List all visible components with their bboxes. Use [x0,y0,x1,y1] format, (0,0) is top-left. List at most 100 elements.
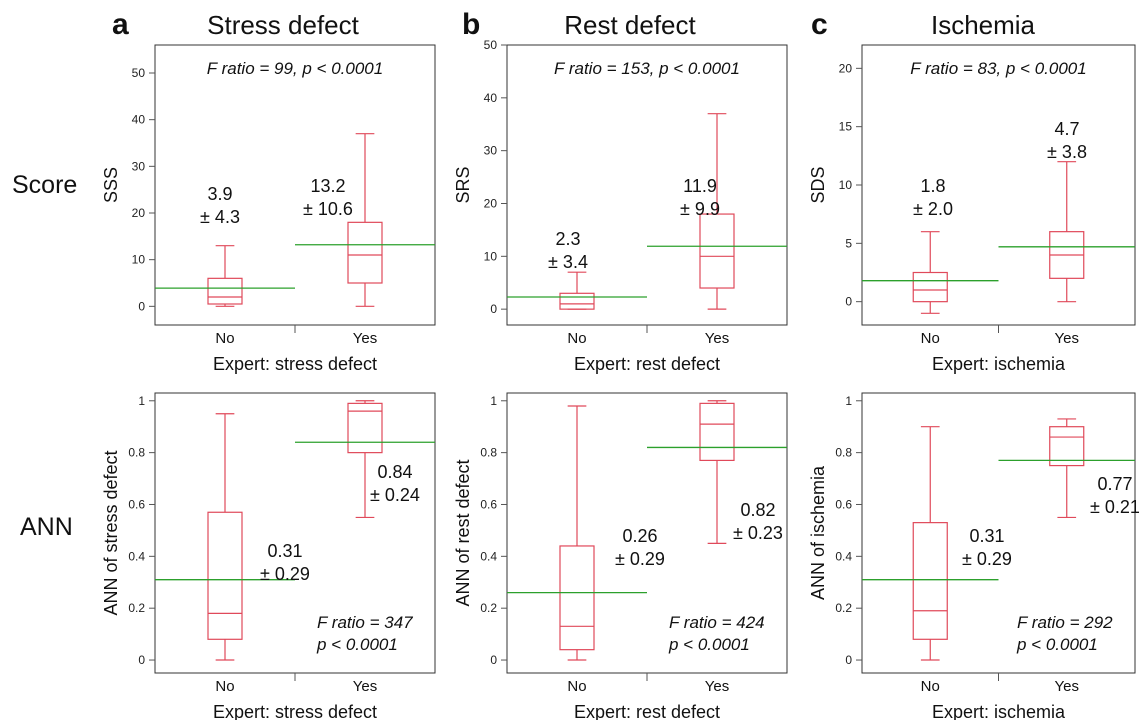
y-tick-label: 50 [484,38,498,52]
x-axis-label: Expert: stress defect [213,702,377,720]
box-no [559,271,595,310]
f-ratio-label: F ratio = 83, p < 0.0001 [910,59,1086,78]
y-tick-label: 40 [484,91,498,105]
chart-ann-ischemia: 0 0.2 0.4 0.6 0.8 1 ANN of ischemia No Yes Expert… [808,392,1140,722]
box-yes [699,113,735,310]
y-tick-label: 0 [490,653,497,667]
plot-frame [506,44,788,326]
x-tick-label-no: No [215,330,234,347]
x-tick-label-yes: Yes [353,330,377,347]
sd-value-label: ± 3.8 [1047,142,1087,162]
x-tick-label-yes: Yes [1055,330,1079,347]
y-tick-label: 0.2 [128,601,145,615]
y-tick-label: 0 [845,653,852,667]
y-tick-label: 0.4 [128,549,145,563]
interquartile-box [699,213,735,289]
y-tick-label: 0 [138,299,145,313]
mean-value-label: 0.84 [377,462,412,482]
mean-value-label: 3.9 [207,184,232,204]
chart-ann-rest: 0 0.2 0.4 0.6 0.8 1 ANN of rest defect No Yes Exp… [453,392,788,722]
column-title-stress-defect: Stress defect [207,10,360,40]
box-yes [699,400,735,544]
mean-value-label: 0.82 [740,500,775,520]
y-axis-label: ANN of rest defect [453,459,473,606]
y-tick-label: 0.2 [480,601,497,615]
mean-value-label: 0.26 [622,526,657,546]
sd-value-label: ± 0.21 [1090,497,1140,517]
mean-value-label: 1.8 [920,176,945,196]
box-yes [347,133,383,307]
y-tick-label: 15 [839,120,853,134]
y-tick-label: 0.4 [835,549,852,563]
x-tick-label-no: No [215,678,234,695]
sd-value-label: ± 3.4 [548,252,588,272]
y-tick-label: 30 [132,159,146,173]
interquartile-box [207,277,243,305]
x-tick-label-no: No [567,330,586,347]
y-axis-label: SSS [101,167,121,203]
chart-ann-stress: 0 0.2 0.4 0.6 0.8 1 ANN of stress defect No Yes E… [101,392,436,722]
y-tick-label: 1 [490,394,497,408]
interquartile-box [347,221,383,284]
box-no [559,405,595,661]
y-tick-label: 0.4 [480,549,497,563]
chart-score-stress: 0 10 20 30 40 50 SSS No Yes Expert: stress defect… [101,44,436,374]
sd-value-label: ± 0.23 [733,523,783,543]
y-tick-label: 20 [484,196,498,210]
y-axis-label: ANN of ischemia [808,465,828,600]
sd-value-label: ± 2.0 [913,199,953,219]
y-tick-label: 20 [839,61,853,75]
box-no [207,245,243,307]
column-title-ischemia: Ischemia [931,10,1036,40]
plot-frame [861,44,1136,326]
mean-value-label: 11.9 [683,176,717,196]
panel-letter-b: b [462,8,480,41]
f-ratio-label: F ratio = 99, p < 0.0001 [207,59,383,78]
sd-value-label: ± 0.29 [962,549,1012,569]
f-ratio-label: F ratio = 292 [1017,613,1113,632]
y-tick-label: 40 [132,113,146,127]
interquartile-box [912,271,948,303]
y-tick-label: 0.8 [128,446,145,460]
row-label-score: Score [12,171,77,199]
y-tick-label: 0.8 [480,446,497,460]
mean-value-label: 0.77 [1097,474,1132,494]
interquartile-box [699,402,735,462]
interquartile-box [912,522,948,640]
box-yes [347,400,383,519]
p-value-label: p < 0.0001 [316,635,398,654]
mean-value-label: 13.2 [310,176,345,196]
y-tick-label: 0 [138,653,145,667]
y-tick-label: 10 [132,253,146,267]
f-ratio-label: F ratio = 424 [669,613,765,632]
y-tick-label: 0.6 [835,497,852,511]
x-tick-label-no: No [921,678,940,695]
box-yes [1049,161,1085,303]
x-tick-label-yes: Yes [353,678,377,695]
x-axis-label: Expert: stress defect [213,354,377,374]
mean-value-label: 2.3 [555,229,580,249]
y-tick-label: 50 [132,66,146,80]
y-tick-label: 10 [484,249,498,263]
x-tick-label-yes: Yes [705,330,729,347]
box-no [207,413,243,661]
y-axis-label: ANN of stress defect [101,450,121,615]
mean-value-label: 0.31 [969,526,1004,546]
y-tick-label: 30 [484,144,498,158]
sd-value-label: ± 0.24 [370,485,420,505]
box-no [912,426,948,661]
panel-letter-c: c [811,8,828,41]
sd-value-label: ± 10.6 [303,199,353,219]
interquartile-box [347,402,383,454]
mean-value-label: 4.7 [1054,119,1079,139]
y-axis-label: SRS [453,166,473,203]
x-axis-label: Expert: rest defect [574,702,720,720]
interquartile-box [559,545,595,651]
y-tick-label: 1 [138,394,145,408]
chart-score-rest: 0 10 20 30 40 50 SRS No Yes Expert: rest defect 2.… [453,38,788,374]
box-no [912,231,948,314]
y-tick-label: 0.6 [128,497,145,511]
f-ratio-label: F ratio = 347 [317,613,413,632]
